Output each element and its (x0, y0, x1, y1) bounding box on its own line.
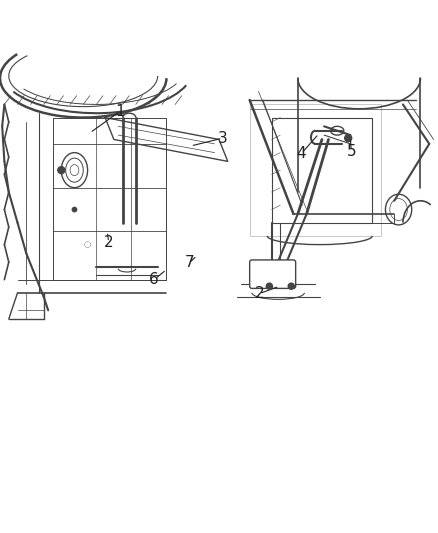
Text: 7: 7 (184, 255, 194, 270)
Circle shape (266, 283, 272, 289)
FancyBboxPatch shape (250, 260, 296, 288)
Text: 2: 2 (104, 235, 113, 250)
Circle shape (58, 167, 65, 174)
Text: 6: 6 (149, 272, 159, 287)
Circle shape (72, 207, 77, 212)
Text: 3: 3 (218, 131, 227, 146)
Text: 1: 1 (116, 103, 125, 118)
Text: 2: 2 (254, 286, 264, 301)
Circle shape (288, 283, 294, 289)
Circle shape (345, 135, 352, 142)
Text: 4: 4 (297, 146, 306, 161)
Text: 5: 5 (346, 144, 356, 159)
Circle shape (85, 243, 90, 247)
